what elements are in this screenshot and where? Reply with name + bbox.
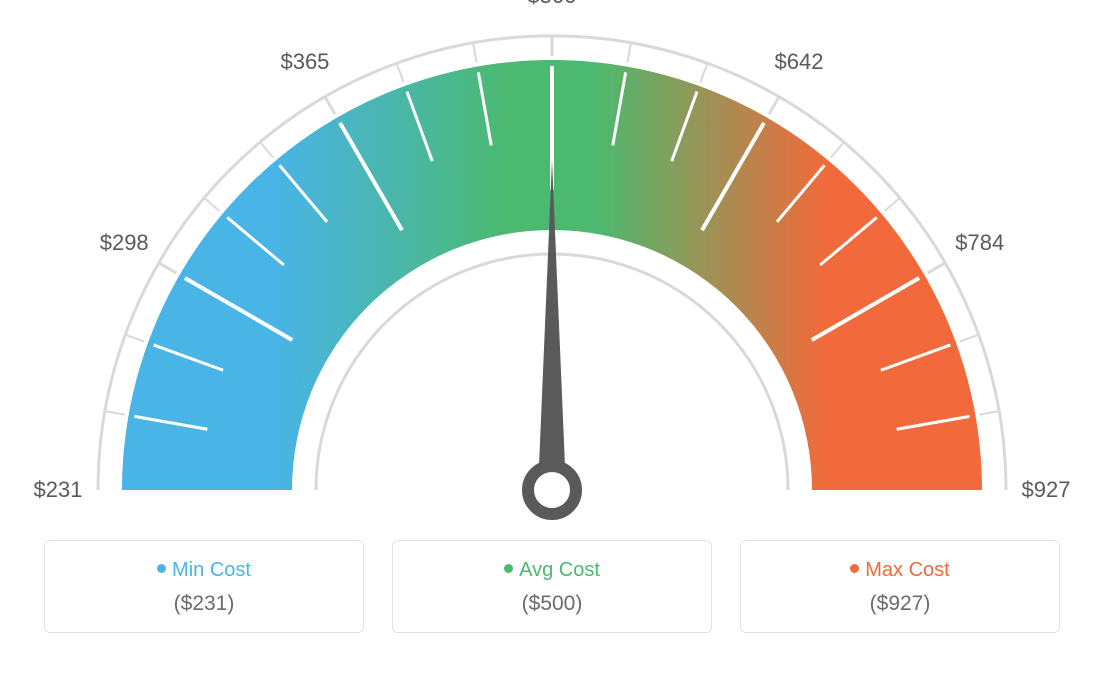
gauge-tick-label: $500 xyxy=(528,0,577,9)
gauge-tick-label: $784 xyxy=(955,230,1004,256)
legend-box-min: Min Cost ($231) xyxy=(44,540,364,633)
gauge-tick-label: $365 xyxy=(280,49,329,75)
legend-dot-icon xyxy=(157,564,166,573)
legend-row: Min Cost ($231) Avg Cost ($500) Max Cost ($92… xyxy=(0,540,1104,633)
gauge-tick-label: $298 xyxy=(100,230,149,256)
legend-dot-icon xyxy=(850,564,859,573)
legend-box-avg: Avg Cost ($500) xyxy=(392,540,712,633)
legend-value-max: ($927) xyxy=(741,592,1059,616)
gauge-svg xyxy=(0,0,1104,530)
legend-title-max: Max Cost xyxy=(741,559,1059,582)
legend-title-avg: Avg Cost xyxy=(393,559,711,582)
legend-title-text: Max Cost xyxy=(865,559,949,581)
legend-dot-icon xyxy=(504,564,513,573)
legend-box-max: Max Cost ($927) xyxy=(740,540,1060,633)
legend-title-text: Avg Cost xyxy=(519,559,600,581)
legend-value-min: ($231) xyxy=(45,592,363,616)
gauge-tick-label: $927 xyxy=(1022,477,1071,503)
gauge-tick-label: $642 xyxy=(775,49,824,75)
legend-value-avg: ($500) xyxy=(393,592,711,616)
cost-gauge: $231 $298 $365 $500 $642 $784 $927 xyxy=(0,0,1104,530)
gauge-tick-label: $231 xyxy=(34,477,83,503)
legend-title-text: Min Cost xyxy=(172,559,251,581)
legend-title-min: Min Cost xyxy=(45,559,363,582)
